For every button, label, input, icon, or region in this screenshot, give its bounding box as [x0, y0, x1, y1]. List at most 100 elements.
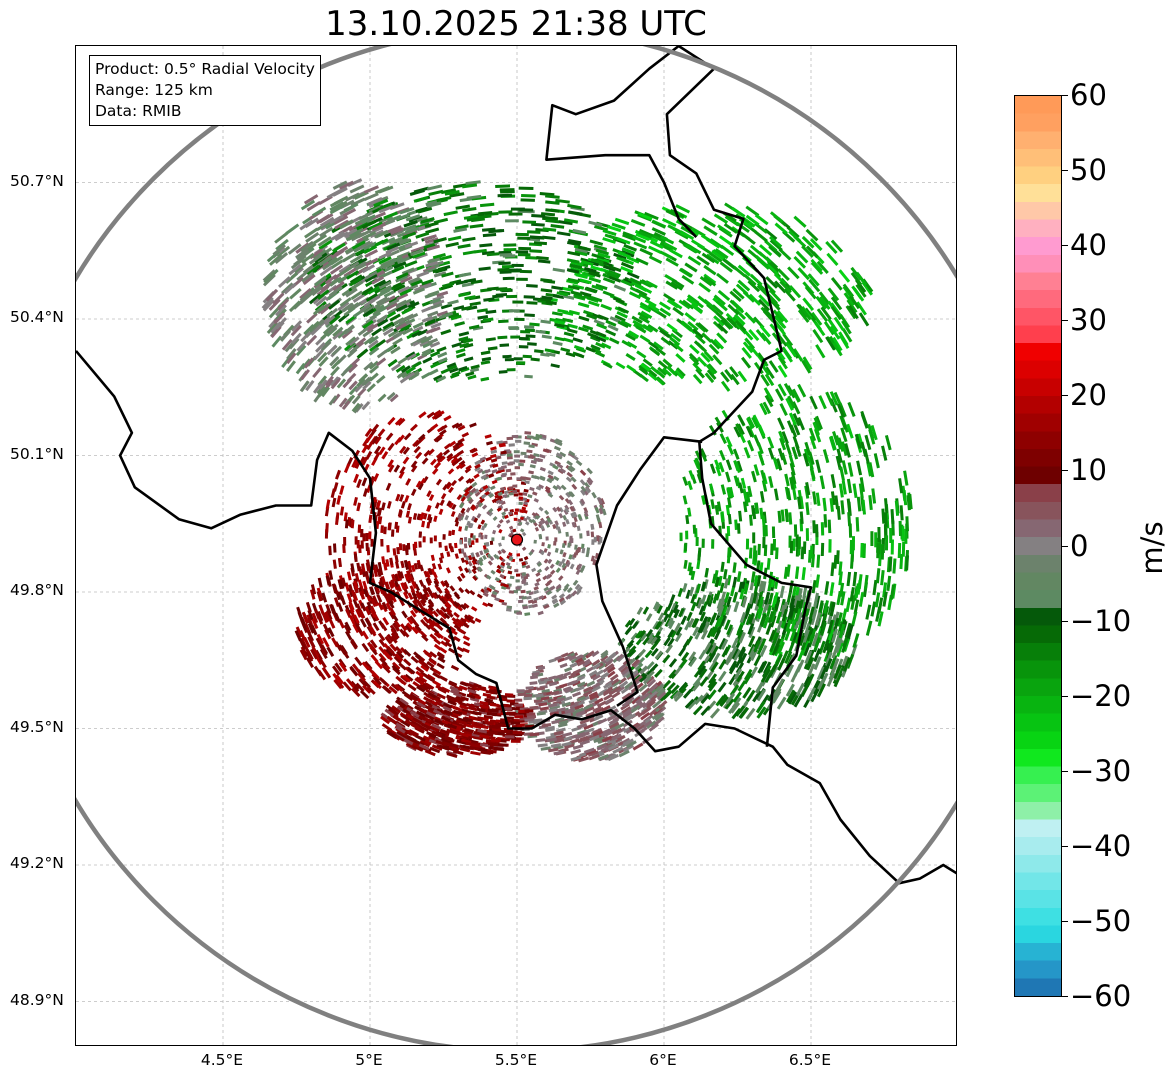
velocity-gate: [865, 620, 873, 636]
velocity-gate: [290, 320, 303, 332]
velocity-gate: [499, 564, 505, 569]
velocity-gate: [431, 563, 437, 570]
velocity-gate: [901, 485, 907, 501]
velocity-gate: [308, 293, 322, 305]
velocity-gate: [815, 492, 821, 506]
velocity-gate: [488, 730, 498, 735]
velocity-gate: [846, 423, 854, 439]
velocity-gate: [339, 297, 352, 308]
velocity-gate: [525, 564, 531, 570]
velocity-gate: [330, 230, 345, 241]
velocity-gate: [596, 743, 608, 751]
velocity-gate: [497, 495, 504, 500]
velocity-gate: [330, 378, 341, 390]
velocity-gate: [406, 622, 414, 631]
velocity-gate: [500, 473, 507, 478]
velocity-gate: [743, 668, 753, 681]
velocity-gate: [377, 632, 386, 642]
velocity-gate: [577, 245, 592, 252]
velocity-gate: [670, 332, 682, 343]
velocity-gate: [681, 651, 690, 662]
velocity-gate: [809, 545, 814, 559]
velocity-gate: [319, 304, 332, 315]
velocity-gate: [455, 463, 463, 470]
velocity-gate: [383, 289, 396, 298]
velocity-gate: [296, 269, 310, 281]
velocity-gate: [473, 504, 480, 510]
velocity-gate: [410, 245, 425, 254]
velocity-gate: [747, 623, 755, 635]
velocity-gate: [300, 330, 312, 343]
velocity-gate: [713, 315, 725, 327]
velocity-gate: [735, 705, 746, 717]
velocity-gate: [719, 449, 726, 461]
velocity-gate: [423, 449, 431, 458]
velocity-gate: [498, 261, 511, 266]
velocity-gate: [545, 300, 557, 306]
velocity-gate: [748, 635, 756, 648]
velocity-gate: [451, 617, 459, 624]
velocity-gate: [317, 289, 330, 300]
velocity-gate: [524, 612, 531, 616]
velocity-gate: [455, 456, 463, 463]
velocity-gate: [687, 562, 692, 572]
velocity-gate: [778, 430, 786, 444]
velocity-gate: [334, 246, 349, 256]
velocity-gate: [521, 596, 527, 600]
velocity-gate: [353, 404, 362, 414]
velocity-gate: [782, 601, 789, 615]
velocity-gate: [757, 352, 768, 365]
velocity-gate: [416, 335, 428, 343]
velocity-gate: [639, 373, 649, 383]
velocity-gate: [584, 481, 591, 489]
velocity-gate: [753, 575, 759, 587]
velocity-gate: [522, 492, 528, 496]
velocity-gate: [481, 356, 492, 362]
velocity-gate: [567, 465, 574, 472]
velocity-gate: [480, 519, 486, 525]
velocity-gate: [698, 668, 708, 679]
velocity-gate: [724, 619, 731, 631]
velocity-gate: [772, 687, 782, 701]
velocity-gate: [418, 743, 430, 751]
velocity-gate: [564, 687, 573, 693]
velocity-gate: [544, 216, 559, 221]
velocity-gate: [281, 338, 293, 351]
velocity-gate: [726, 626, 734, 638]
radar-map[interactable]: [75, 45, 957, 1046]
velocity-gate: [314, 252, 328, 264]
velocity-gate: [388, 236, 403, 245]
velocity-gate: [490, 449, 498, 455]
velocity-gate: [716, 323, 729, 335]
velocity-gate: [480, 750, 492, 755]
velocity-gate: [593, 244, 608, 251]
velocity-gate: [460, 496, 467, 503]
velocity-gate: [377, 601, 384, 611]
velocity-gate: [633, 700, 643, 710]
velocity-gate: [678, 646, 686, 657]
velocity-gate: [498, 518, 504, 524]
velocity-gate: [756, 257, 770, 270]
velocity-gate: [527, 494, 533, 499]
velocity-gate: [705, 364, 716, 375]
velocity-gate: [602, 277, 616, 285]
velocity-gate: [379, 577, 385, 586]
velocity-gate: [401, 610, 408, 619]
velocity-gate: [262, 273, 276, 287]
velocity-gate: [684, 312, 697, 323]
velocity-gate: [407, 592, 414, 601]
velocity-gate: [523, 696, 532, 701]
velocity-gate: [570, 748, 582, 755]
velocity-gate: [350, 638, 358, 649]
velocity-gate: [856, 301, 867, 316]
velocity-gate: [415, 231, 430, 239]
velocity-gate: [801, 359, 812, 374]
velocity-gate: [534, 349, 544, 354]
velocity-gate: [553, 439, 562, 445]
velocity-gate: [803, 655, 812, 670]
velocity-gate: [487, 708, 497, 713]
velocity-gate: [361, 661, 371, 671]
velocity-gate: [329, 314, 341, 325]
velocity-gate: [683, 559, 688, 569]
velocity-gate: [817, 600, 824, 614]
